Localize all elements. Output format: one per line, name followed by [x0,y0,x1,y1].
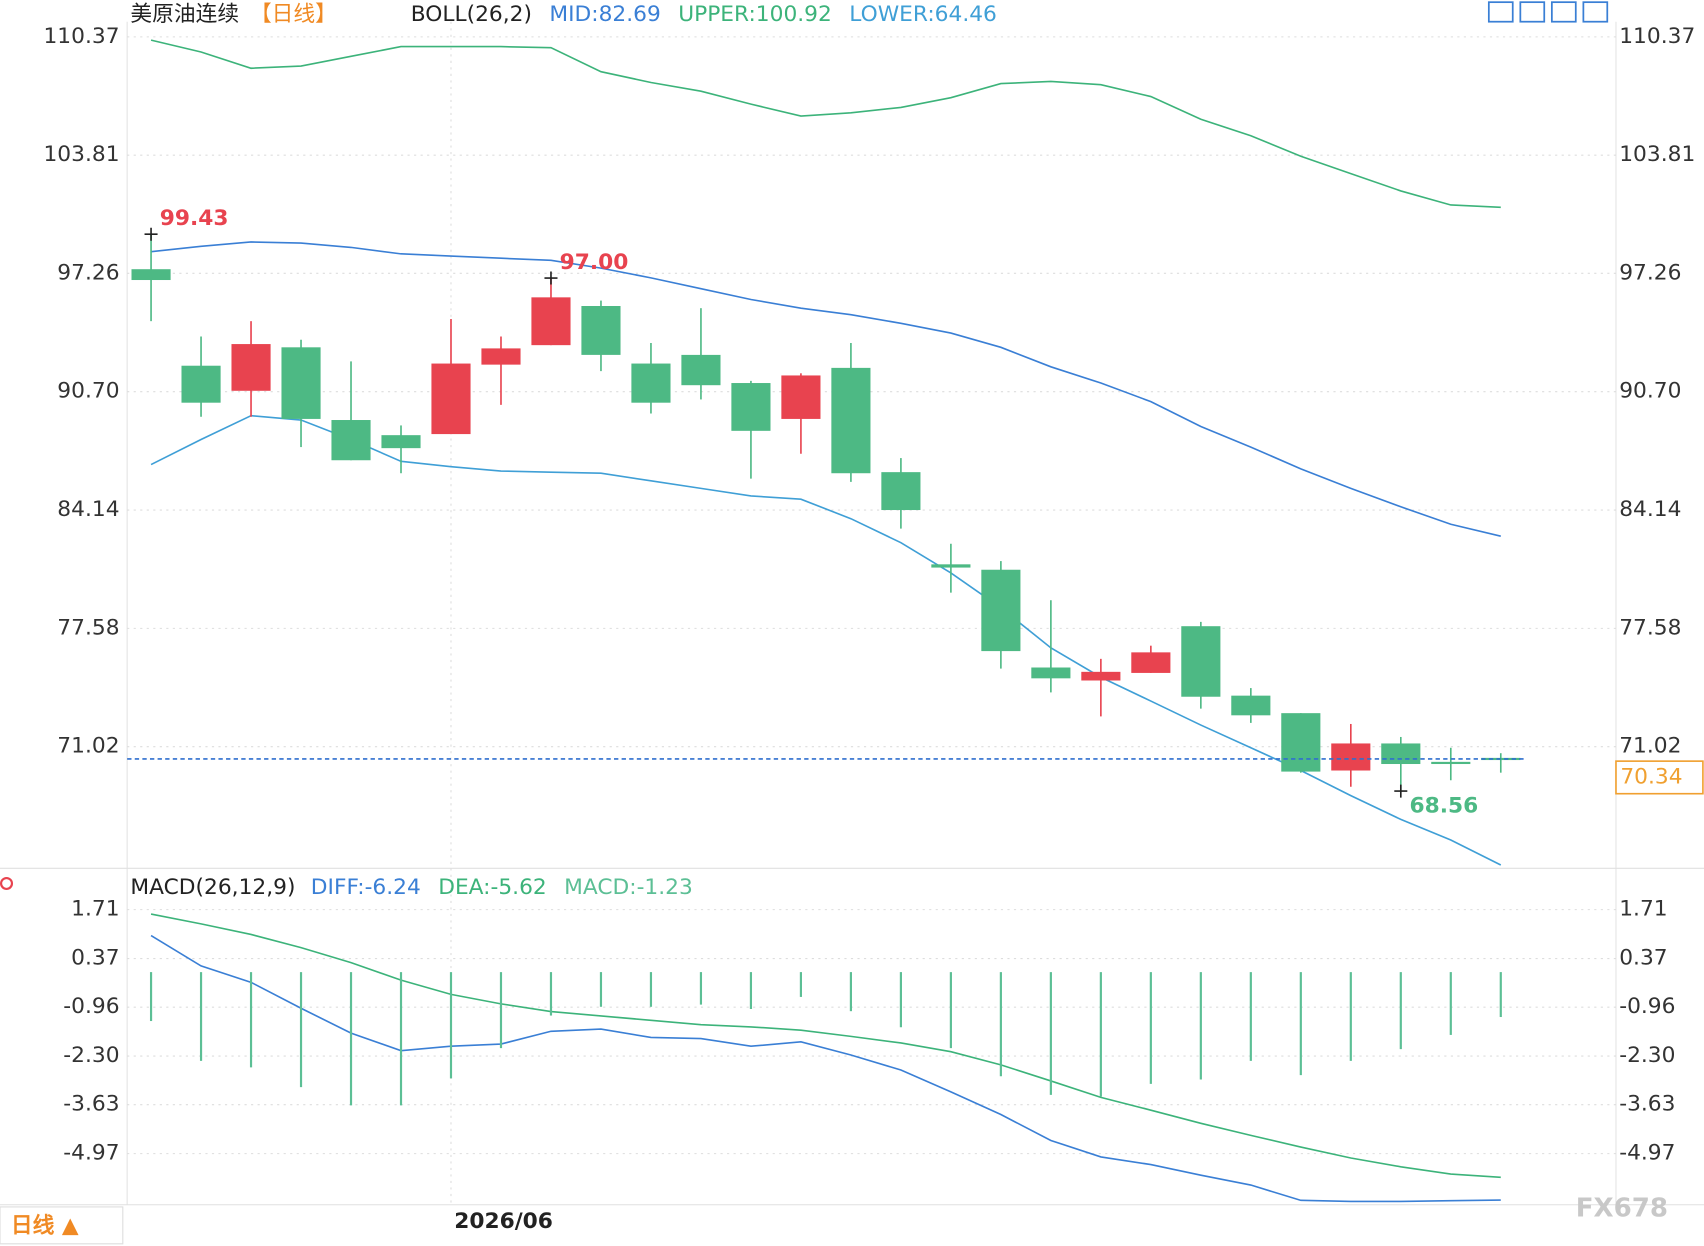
y-tick-label: 84.14 [57,497,119,522]
tool-icon[interactable] [1582,1,1609,23]
legend-entry: LOWER:64.46 [849,2,997,27]
candle-body [881,472,921,511]
period-button-label[interactable]: 日线 ▲ [11,1212,79,1238]
y2-tick-label: 84.14 [1619,497,1681,522]
y-tick-label: -3.63 [63,1092,119,1117]
candle-body [1231,695,1271,716]
tool-icon[interactable] [1487,1,1514,23]
candle-body [1181,626,1221,697]
extreme-label: 99.43 [160,206,229,231]
candle-body [831,367,871,474]
y2-tick-label: -4.97 [1619,1141,1675,1166]
candle-body [631,363,671,403]
candle-body [381,435,421,449]
candle-body [1431,761,1471,765]
candle-body [1031,667,1071,679]
last-price-label: 70.34 [1620,764,1682,789]
watermark: FX678 [1576,1194,1668,1224]
y-tick-label: 97.26 [57,260,119,285]
y2-tick-label: 103.81 [1619,142,1695,167]
y2-tick-label: 0.37 [1619,946,1667,971]
y2-tick-label: 110.37 [1619,24,1695,49]
y2-tick-label: 97.26 [1619,260,1681,285]
candle-body [331,420,371,461]
toolbar[interactable] [1487,1,1609,23]
y-tick-label: -2.30 [63,1043,119,1068]
indicator-line [150,39,1501,209]
candle-body [581,306,621,355]
indicator-line [150,913,1501,1179]
candle-body [1081,671,1121,681]
tool-icon[interactable] [1519,1,1546,23]
candle-body [481,348,521,365]
y-tick-label: 0.37 [71,946,119,971]
chart-title: 美原油连续 [130,2,239,27]
extreme-marker [144,227,158,241]
indicator-line [150,414,1502,866]
y-tick-label: -4.97 [63,1141,119,1166]
candle-body [1281,713,1321,772]
y-tick-label: 103.81 [43,142,119,167]
settings-icon[interactable] [0,876,14,890]
candle-body [281,347,321,419]
indicator-line [150,934,1501,1203]
candle-body [1331,743,1371,771]
y-tick-label: 71.02 [57,734,119,759]
legend-entry: DEA:-5.62 [438,875,547,900]
legend-entry: BOLL(26,2) [411,2,532,27]
y2-tick-label: 1.71 [1619,897,1667,922]
extreme-label: 97.00 [560,250,629,275]
y2-tick-label: 71.02 [1619,734,1681,759]
legend-entry: MACD:-1.23 [564,875,693,900]
y2-tick-label: 77.58 [1619,615,1681,640]
period-label: 【日线】 [250,2,337,27]
candle-body [231,344,271,391]
candle-body [431,363,471,435]
extreme-marker [1394,784,1408,798]
y-tick-label: 90.70 [57,379,119,404]
candle-body [181,365,221,403]
legend-entry: UPPER:100.92 [678,2,832,27]
candle-body [131,269,171,281]
indicator-line [150,241,1501,537]
y2-tick-label: -2.30 [1619,1043,1675,1068]
extreme-marker [544,271,558,285]
y-tick-label: 110.37 [43,24,119,49]
last-price-box [1615,760,1704,795]
candle-body [781,375,821,419]
y2-tick-label: 90.70 [1619,379,1681,404]
period-button[interactable] [0,1206,124,1245]
y-tick-label: 1.71 [71,897,119,922]
tool-icon[interactable] [1550,1,1577,23]
extreme-label: 68.56 [1409,793,1478,818]
candle-body [1131,652,1171,673]
legend-entry: DIFF:-6.24 [311,875,421,900]
macd-title: MACD(26,12,9) [130,875,295,900]
y2-tick-label: -3.63 [1619,1092,1675,1117]
y2-tick-label: -0.96 [1619,994,1675,1019]
candle-body [1381,743,1421,765]
y-tick-label: -0.96 [63,994,119,1019]
x-tick-label: 2026/06 [454,1209,553,1234]
candle-body [731,383,771,431]
candle-body [981,569,1021,652]
legend-entry: MID:82.69 [549,2,660,27]
candle-body [681,354,721,386]
candle-body [531,297,571,346]
candle-body [931,564,971,568]
y-tick-label: 77.58 [57,615,119,640]
